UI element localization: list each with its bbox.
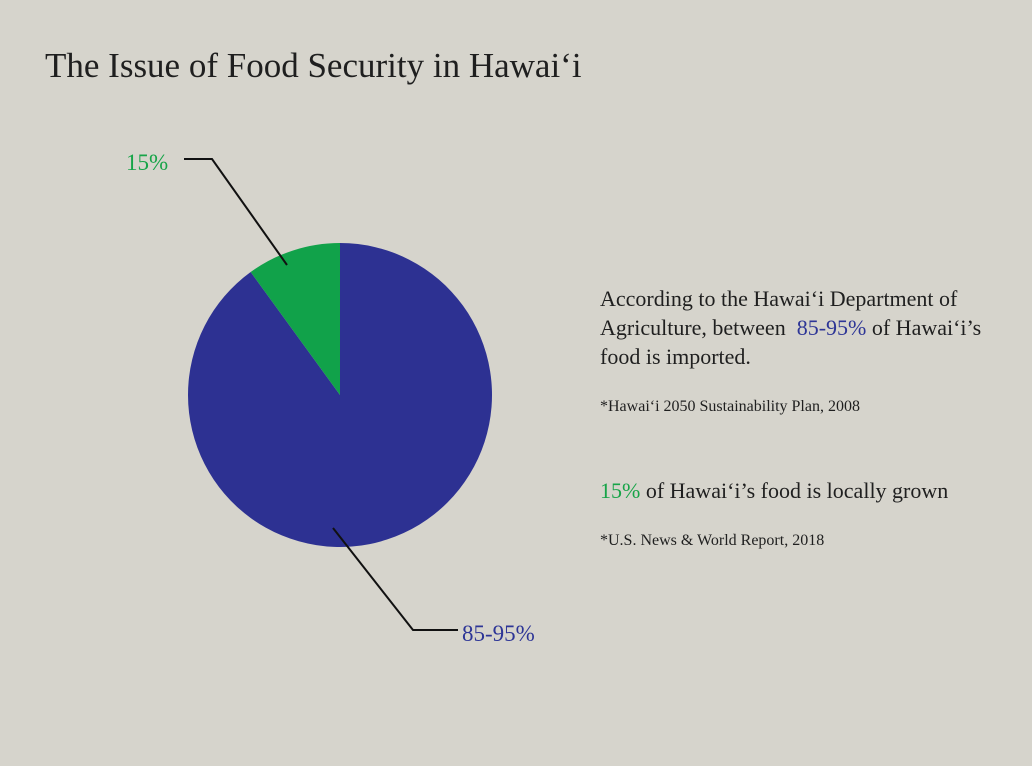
- pie-slice-imported: [187, 243, 492, 548]
- local-percentage: 15%: [600, 478, 641, 503]
- imported-fact-line-3: food is imported.: [600, 344, 751, 369]
- slice-label-local: 15%: [126, 150, 168, 175]
- chart-title: The Issue of Food Security in Hawai‘i: [45, 46, 582, 85]
- imported-percentage: 85-95%: [796, 315, 867, 340]
- local-fact-text: of Hawai‘i’s food is locally grown: [645, 478, 949, 503]
- imported-fact-line-2-post: of Hawai‘i’s: [871, 315, 982, 340]
- local-source: *U.S. News & World Report, 2018: [600, 532, 825, 549]
- imported-fact-line-2: Agriculture, between 85-95% of Hawai‘i’s: [600, 313, 1030, 342]
- imported-source: *Hawai‘i 2050 Sustainability Plan, 2008: [600, 398, 860, 415]
- local-leader-line: [184, 158, 288, 266]
- local-fact: 15% of Hawai‘i’s food is locally grown: [600, 476, 1030, 505]
- imported-fact-line-2-pre: Agriculture, between: [600, 315, 786, 340]
- imported-fact-line-1: According to the Hawai‘i Department of: [600, 286, 958, 311]
- slice-label-imported: 85-95%: [462, 621, 535, 646]
- imported-leader-line: [332, 527, 458, 631]
- imported-fact: According to the Hawai‘i Department of A…: [600, 284, 1030, 371]
- pie-slice-local: [250, 243, 340, 395]
- pie-slices: [187, 243, 492, 548]
